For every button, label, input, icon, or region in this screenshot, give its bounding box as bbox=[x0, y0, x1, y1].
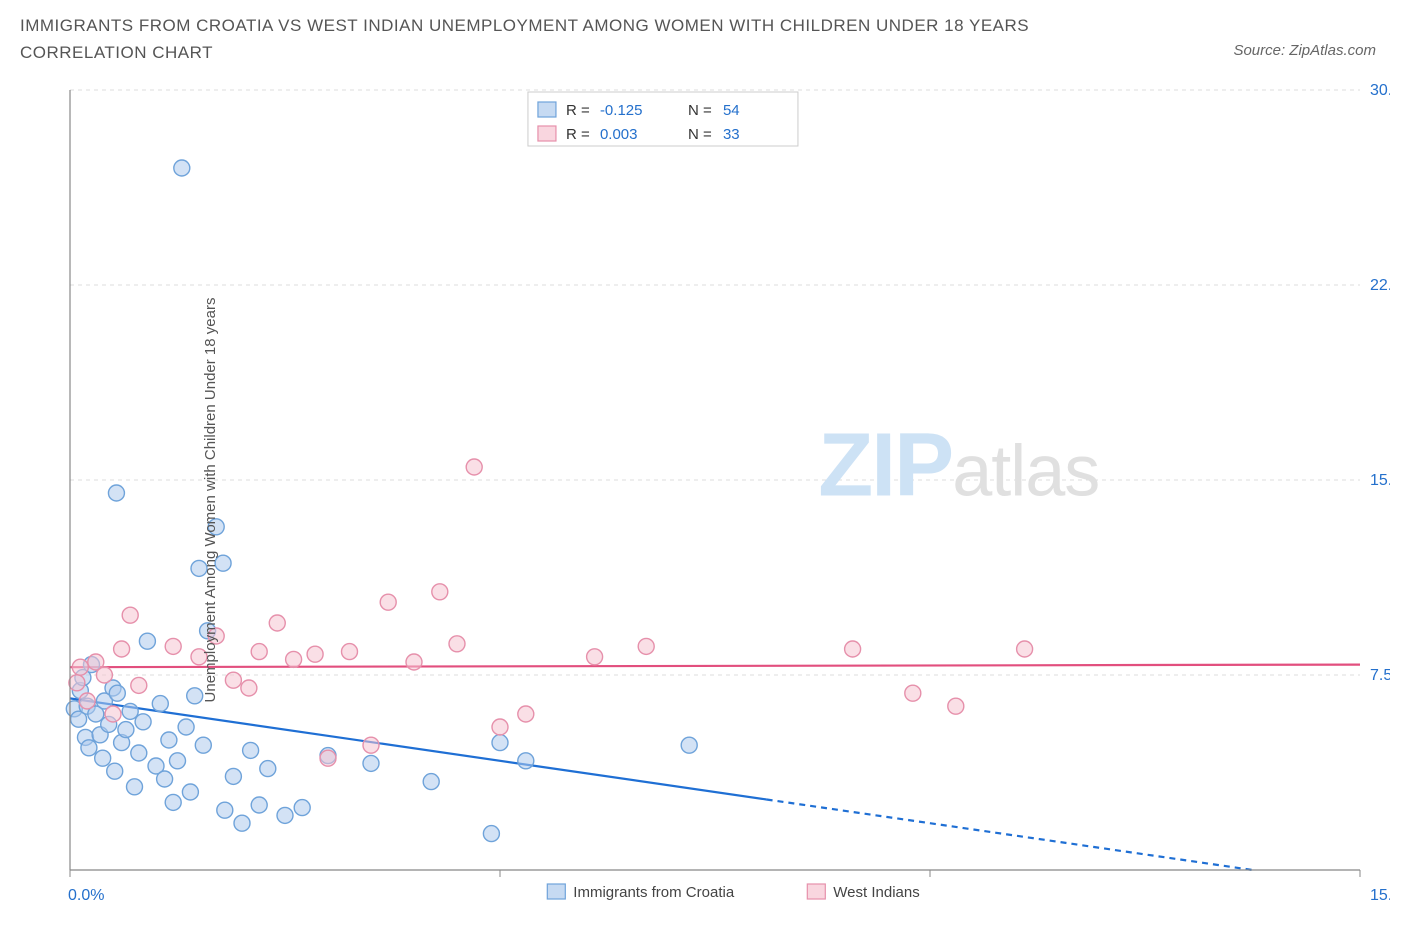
svg-text:0.003: 0.003 bbox=[600, 126, 638, 143]
source-attribution: Source: ZipAtlas.com bbox=[1233, 42, 1376, 59]
svg-text:R =: R = bbox=[566, 126, 590, 143]
svg-text:West Indians: West Indians bbox=[833, 884, 919, 901]
svg-text:22.5%: 22.5% bbox=[1370, 277, 1390, 294]
svg-text:33: 33 bbox=[723, 126, 740, 143]
svg-text:0.0%: 0.0% bbox=[68, 887, 104, 904]
svg-text:15.0%: 15.0% bbox=[1370, 472, 1390, 489]
svg-text:N =: N = bbox=[688, 126, 712, 143]
svg-text:54: 54 bbox=[723, 102, 740, 119]
svg-text:7.5%: 7.5% bbox=[1370, 667, 1390, 684]
scatter-chart: ZIPatlas 7.5% 15.0% 22.5% 30.0% 0.0% 15.0% R =-… bbox=[20, 80, 1390, 920]
svg-text:15.0%: 15.0% bbox=[1370, 887, 1390, 904]
svg-text:Immigrants from Croatia: Immigrants from Croatia bbox=[573, 884, 735, 901]
svg-text:ZIPatlas: ZIPatlas bbox=[818, 416, 1099, 516]
chart-container: Unemployment Among Women with Children U… bbox=[20, 80, 1386, 920]
svg-text:N =: N = bbox=[688, 102, 712, 119]
svg-text:-0.125: -0.125 bbox=[600, 102, 643, 119]
svg-text:R =: R = bbox=[566, 102, 590, 119]
svg-text:30.0%: 30.0% bbox=[1370, 82, 1390, 99]
chart-title: IMMIGRANTS FROM CROATIA VS WEST INDIAN U… bbox=[20, 12, 1140, 66]
y-axis-label: Unemployment Among Women with Children U… bbox=[202, 298, 219, 703]
